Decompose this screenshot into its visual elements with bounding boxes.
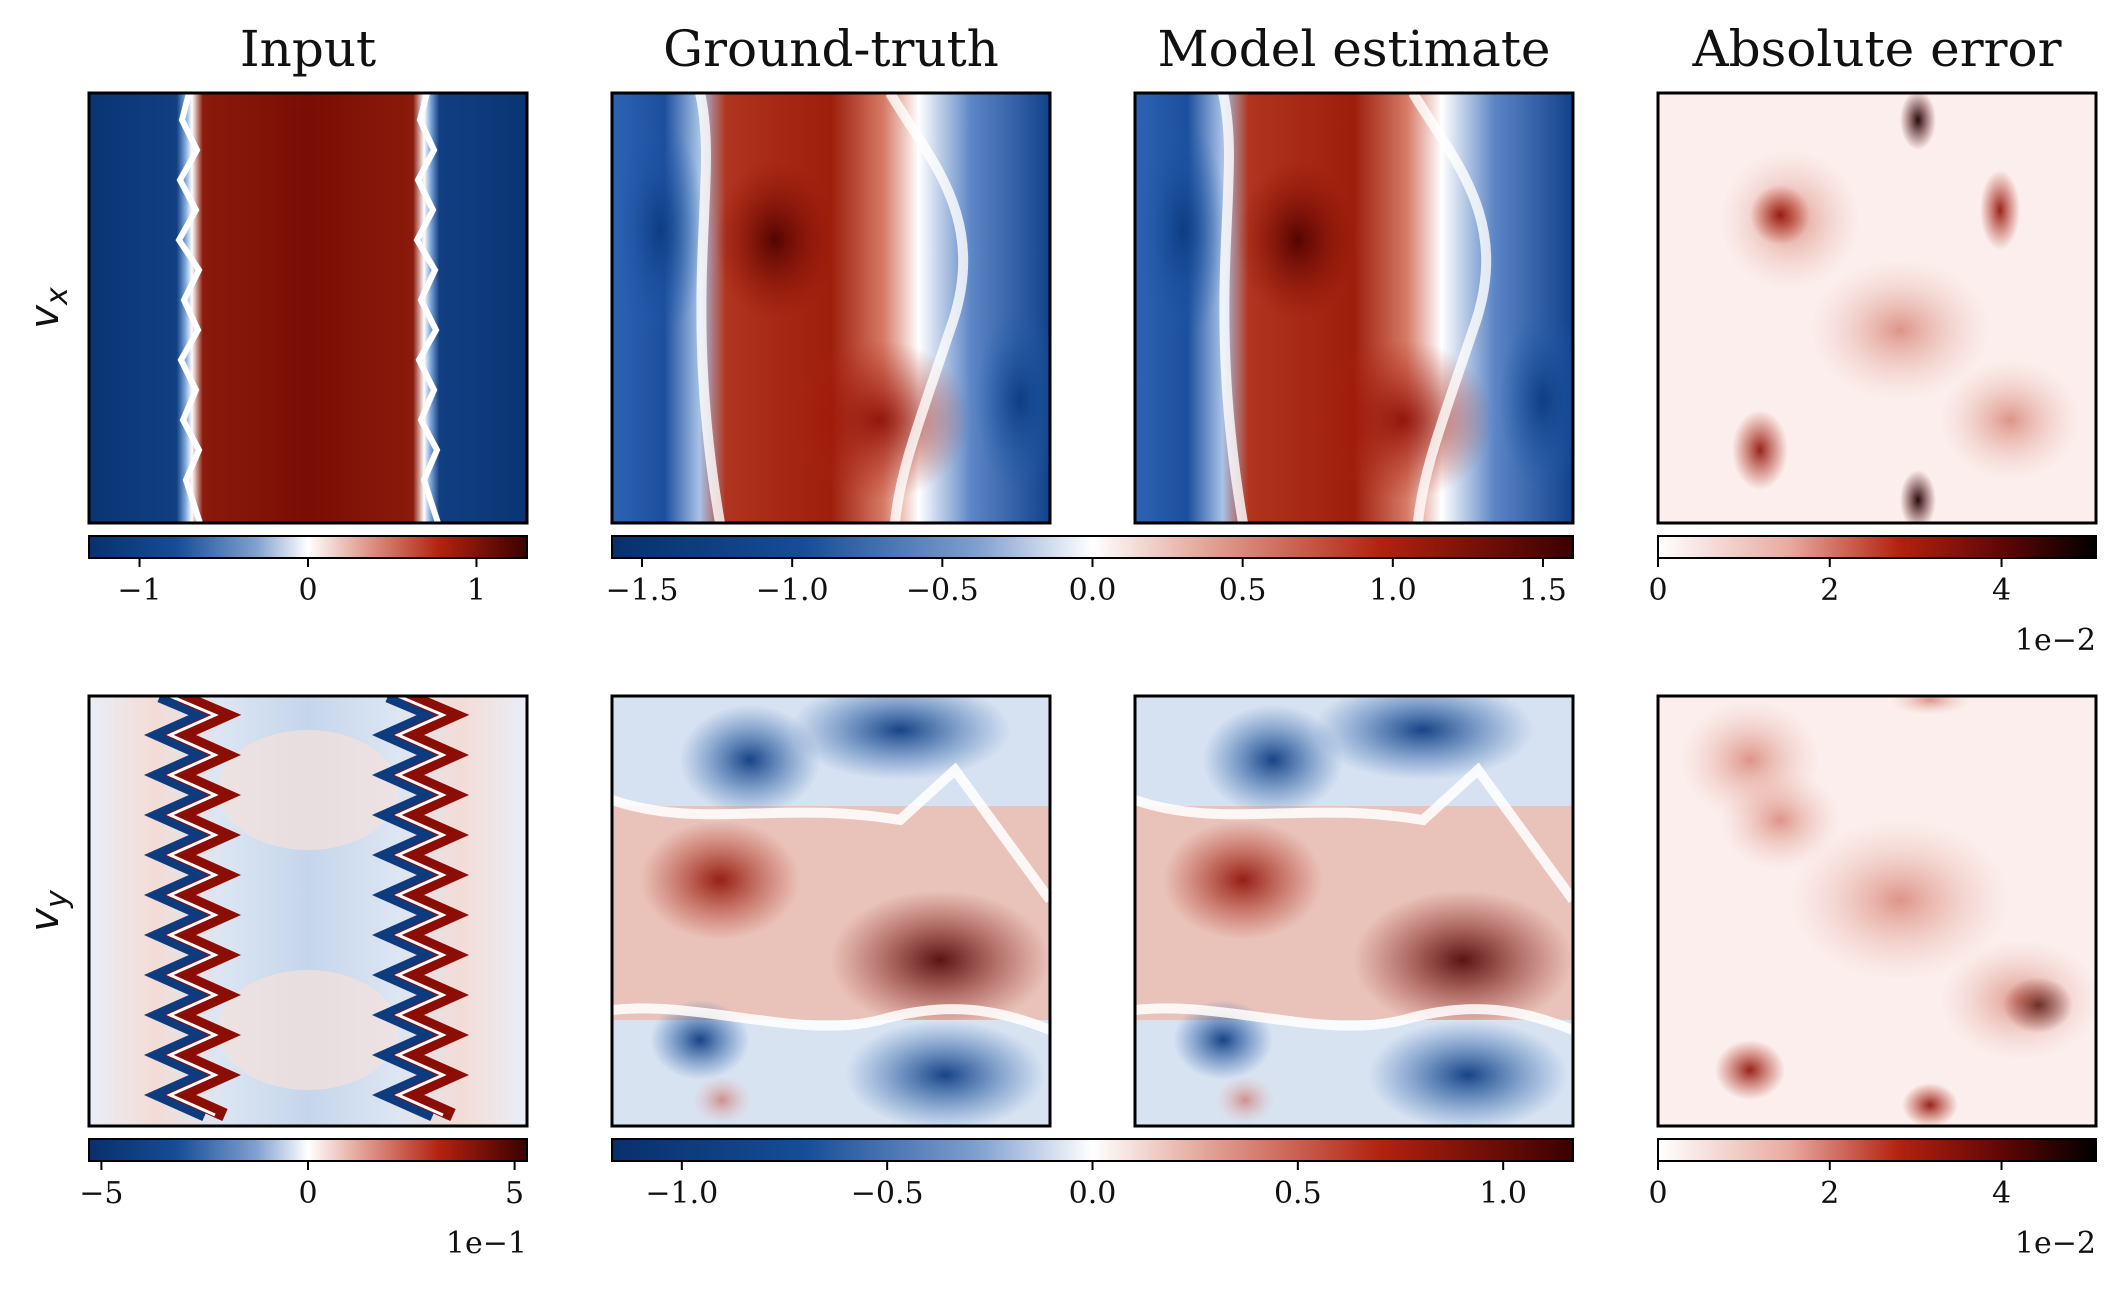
col-title-input: Input bbox=[240, 20, 376, 78]
colorbar-tick-label: 1.0 bbox=[1479, 1176, 1527, 1211]
colorbar-scale-label: 1e−2 bbox=[2015, 1226, 2096, 1261]
colorbar-error-vy: 0 2 41e−2 bbox=[1648, 1138, 2097, 1261]
colorbar-error-vx: 0 2 41e−2 bbox=[1648, 535, 2097, 658]
colorbar-tick-label: 4 bbox=[1992, 1176, 2011, 1211]
colorbar-tick-label: 0 bbox=[1648, 573, 1667, 608]
colorbar-tick-label: −0.5 bbox=[906, 573, 979, 608]
colorbar-scale-label: 1e−1 bbox=[446, 1226, 527, 1261]
heatmap-input-vx bbox=[89, 93, 527, 523]
colorbar-tick-label: 0 bbox=[298, 573, 317, 608]
colorbar-tick-label: 4 bbox=[1992, 573, 2011, 608]
colorbar-tick-label: 1 bbox=[467, 573, 486, 608]
colorbar-tick-label: 0 bbox=[298, 1176, 317, 1211]
row-label-vx: vx bbox=[22, 287, 75, 329]
heatmap-absolute-error-vx bbox=[1658, 93, 2096, 523]
colorbar-tick-label: 5 bbox=[505, 1176, 524, 1211]
colorbar-tick-label: −5 bbox=[79, 1176, 123, 1211]
heatmap-absolute-error-vy bbox=[1658, 696, 2096, 1126]
colorbar-tick-label: 1.0 bbox=[1369, 573, 1417, 608]
heatmap-model-estimate-vx bbox=[1135, 93, 1573, 523]
heatmap-input-vy bbox=[89, 696, 527, 1126]
heatmap-model-estimate-vy bbox=[1135, 696, 1573, 1126]
colorbar-gradient bbox=[1657, 1138, 2097, 1162]
heatmap-ground-truth-vx bbox=[612, 93, 1050, 523]
colorbar-truth-model-vy: −1.0 −0.5 0.0 0.5 1.0 bbox=[611, 1138, 1574, 1211]
colorbar-tick-label: −1 bbox=[117, 573, 161, 608]
colorbar-gradient bbox=[88, 535, 528, 559]
col-title-model-estimate: Model estimate bbox=[1157, 20, 1550, 78]
colorbar-tick-label: 0.0 bbox=[1069, 1176, 1117, 1211]
colorbar-tick-label: 2 bbox=[1820, 1176, 1839, 1211]
colorbar-tick-label: 0.0 bbox=[1069, 573, 1117, 608]
colorbar-input-vy: −5 0 5 1e−1 bbox=[79, 1138, 528, 1261]
colorbar-tick-label: 0.5 bbox=[1219, 573, 1267, 608]
colorbar-truth-model-vx: −1.5 −1.0 −0.5 0.0 0.5 1.0 1.5 bbox=[606, 535, 1574, 608]
colorbar-gradient bbox=[611, 1138, 1574, 1162]
colorbar-tick-label: 2 bbox=[1820, 573, 1839, 608]
colorbar-tick-label: −0.5 bbox=[851, 1176, 924, 1211]
row-label-vy: vy bbox=[22, 889, 75, 932]
col-title-absolute-error: Absolute error bbox=[1691, 20, 2061, 78]
heatmap-ground-truth-vy bbox=[612, 696, 1050, 1126]
colorbar-input-vx: −1 0 1 bbox=[88, 535, 528, 608]
colorbar-tick-label: 0.5 bbox=[1274, 1176, 1322, 1211]
colorbar-gradient bbox=[88, 1138, 528, 1162]
col-title-ground-truth: Ground-truth bbox=[663, 20, 999, 78]
colorbar-scale-label: 1e−2 bbox=[2015, 623, 2096, 658]
colorbar-gradient bbox=[1657, 535, 2097, 559]
colorbar-tick-label: 0 bbox=[1648, 1176, 1667, 1211]
colorbar-tick-label: −1.0 bbox=[756, 573, 829, 608]
colorbar-tick-label: −1.0 bbox=[645, 1176, 718, 1211]
colorbar-gradient bbox=[611, 535, 1574, 559]
colorbar-tick-label: −1.5 bbox=[606, 573, 679, 608]
colorbar-tick-label: 1.5 bbox=[1519, 573, 1567, 608]
